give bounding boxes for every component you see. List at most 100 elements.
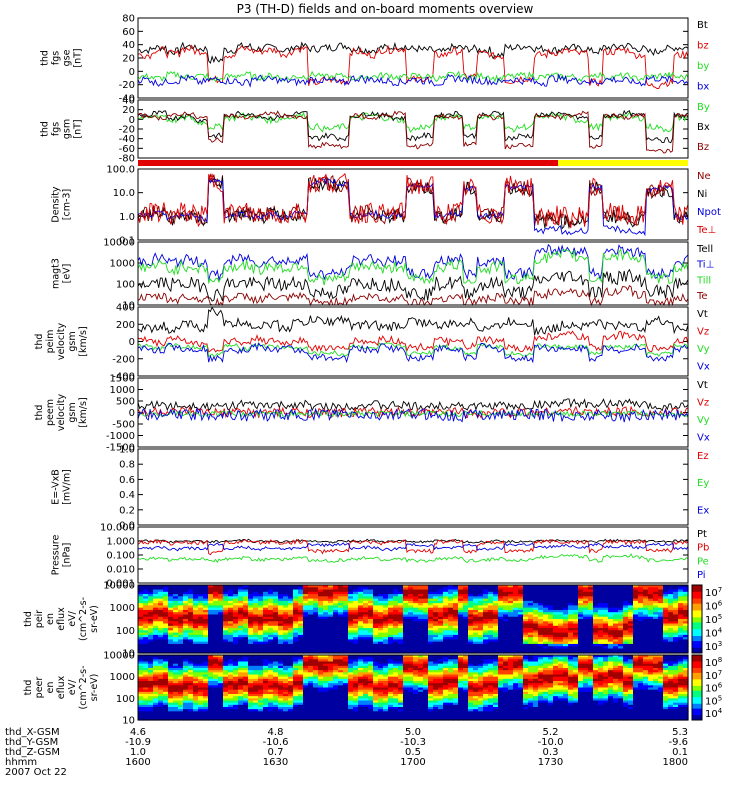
- ytick-label: 0: [129, 337, 135, 348]
- mode-bar-fast: [138, 160, 558, 166]
- series-line-vz: [138, 331, 688, 352]
- ytick-label: 1.0: [119, 445, 135, 456]
- ylabel-line: eflux: [56, 675, 67, 699]
- series-line-by: [138, 113, 688, 133]
- ytick-label: 1000: [110, 259, 135, 270]
- ylabel-line: [nPa]: [62, 543, 73, 568]
- ylabel-line: peir: [34, 610, 45, 629]
- ytick-label: 0: [129, 408, 135, 419]
- legend-entry: bz: [697, 41, 709, 52]
- ytick-label: 10.000: [100, 523, 135, 534]
- colorbar-label: 106: [705, 600, 723, 613]
- legend-entry: Vz: [697, 326, 709, 337]
- ytick-label: 10000: [103, 238, 135, 249]
- legend-entry: Pb: [697, 543, 709, 554]
- ytick-label: -80: [119, 154, 135, 165]
- panel-pressure: Pressure[nPa]10.0001.0000.1000.0100.001P…: [51, 523, 710, 590]
- ylabel-line: sr-eV): [89, 674, 100, 702]
- ylabel-line: gsm: [67, 331, 78, 351]
- panel-ylabel: thdpeimvelocitygsm[km/s]: [34, 323, 89, 361]
- series-line-pe: [138, 554, 688, 563]
- ylabel-line: (cm^2-s-: [78, 666, 89, 710]
- ytick-label: 1500: [110, 374, 135, 385]
- ytick-label: -1000: [106, 431, 135, 442]
- panel-ylabel: thdfgsgse[nT]: [40, 48, 84, 67]
- panel-frame: [138, 527, 688, 583]
- legend-entry: Npot: [697, 207, 721, 218]
- legend-entry: Bz: [697, 142, 709, 153]
- legend-entry: Ne: [697, 171, 711, 182]
- panel-ylabel: thdpeemvelocitygsm[km/s]: [34, 394, 89, 432]
- panel-peir-eflux: thdpeirenefluxeV/(cm^2-s-sr-eV)100001000…: [23, 581, 723, 660]
- ylabel-line: sr-eV): [89, 605, 100, 633]
- panel-ylabel: thdpeerenefluxeV/(cm^2-s-sr-eV): [23, 666, 100, 710]
- ylabel-line: velocity: [56, 323, 67, 361]
- ytick-label: 500: [116, 397, 135, 408]
- colorbar-label: 103: [705, 640, 722, 653]
- ytick-label: 1.0: [119, 212, 135, 223]
- ytick-label: 0.6: [119, 475, 135, 486]
- mode-bar-slow: [558, 160, 688, 166]
- colorbar-label: 104: [705, 627, 723, 640]
- ylabel-line: gsm: [67, 402, 78, 422]
- colorbar-exponent: 6: [718, 600, 723, 608]
- ytick-label: 20: [122, 54, 135, 65]
- ylabel-line: magt3: [51, 258, 62, 289]
- panel-frame: [138, 307, 688, 376]
- ylabel-line: thd: [34, 405, 45, 421]
- legend-entry: Ex: [697, 505, 709, 516]
- ylabel-line: fgs: [51, 122, 62, 136]
- legend-entry: Ti⊥: [696, 260, 714, 271]
- ytick-label: 10000: [103, 651, 135, 662]
- ytick-label: -500: [112, 420, 135, 431]
- legend-entry: by: [697, 61, 709, 72]
- colorbar-exponent: 3: [718, 640, 722, 648]
- ylabel-line: fgs: [51, 51, 62, 65]
- ylabel-line: thd: [23, 611, 34, 627]
- colorbar-exponent: 4: [718, 627, 723, 635]
- ylabel-line: (cm^2-s-: [78, 597, 89, 641]
- panel-frame: [138, 169, 688, 240]
- ytick-label: 1000: [110, 385, 135, 396]
- ylabel-line: peer: [34, 677, 45, 699]
- series-line-bt: [138, 43, 688, 63]
- legend-entry: Vt: [697, 309, 708, 320]
- legend-entry: Pt: [697, 529, 707, 540]
- legend-entry: Bt: [697, 20, 708, 31]
- ytick-label: -200: [112, 354, 135, 365]
- legend-entry: Tell: [696, 244, 713, 255]
- ylabel-line: [km/s]: [78, 326, 89, 356]
- ytick-label: 100: [116, 694, 135, 705]
- colorbar-label: 107: [705, 586, 722, 599]
- ylabel-line: [nT]: [73, 48, 84, 67]
- panel-peer-eflux: thdpeerenefluxeV/(cm^2-s-sr-eV)10000 1000…: [23, 651, 723, 727]
- series-line-bx: [138, 75, 688, 87]
- ytick-label: 0.100: [106, 551, 135, 562]
- legend-entry: Vz: [697, 397, 709, 408]
- panel-ylabel: Density[cm-3]: [51, 186, 73, 222]
- colorbar-exponent: 5: [718, 613, 722, 621]
- legend-entry: Vx: [697, 432, 710, 443]
- colorbar-exponent: 7: [718, 586, 722, 594]
- ylabel-line: Pressure: [51, 535, 62, 576]
- ylabel-line: peem: [45, 399, 56, 426]
- panel-frame: [138, 449, 688, 525]
- legend-entry: Te⊥: [696, 225, 716, 236]
- ytick-label: 60: [122, 27, 135, 38]
- panel-peim-velocity: thdpeimvelocitygsm[km/s]4002000-200-400V…: [34, 303, 710, 383]
- ylabel-line: en: [45, 613, 56, 625]
- legend-entry: Ez: [697, 451, 709, 462]
- ytick-label: 0: [129, 67, 135, 78]
- plot-title: P3 (TH-D) fields and on-board moments ov…: [237, 2, 534, 16]
- ylabel-line: eflux: [56, 607, 67, 631]
- ylabel-line: E=-VxB: [51, 469, 62, 504]
- ylabel-line: [km/s]: [78, 397, 89, 427]
- ylabel-line: eV/: [67, 679, 78, 695]
- panel-frame: [138, 18, 688, 98]
- ytick-label: 1000: [110, 672, 135, 683]
- panel-ylabel: thdpeirenefluxeV/(cm^2-s-sr-eV): [23, 597, 100, 641]
- legend-entry: Vy: [697, 344, 710, 355]
